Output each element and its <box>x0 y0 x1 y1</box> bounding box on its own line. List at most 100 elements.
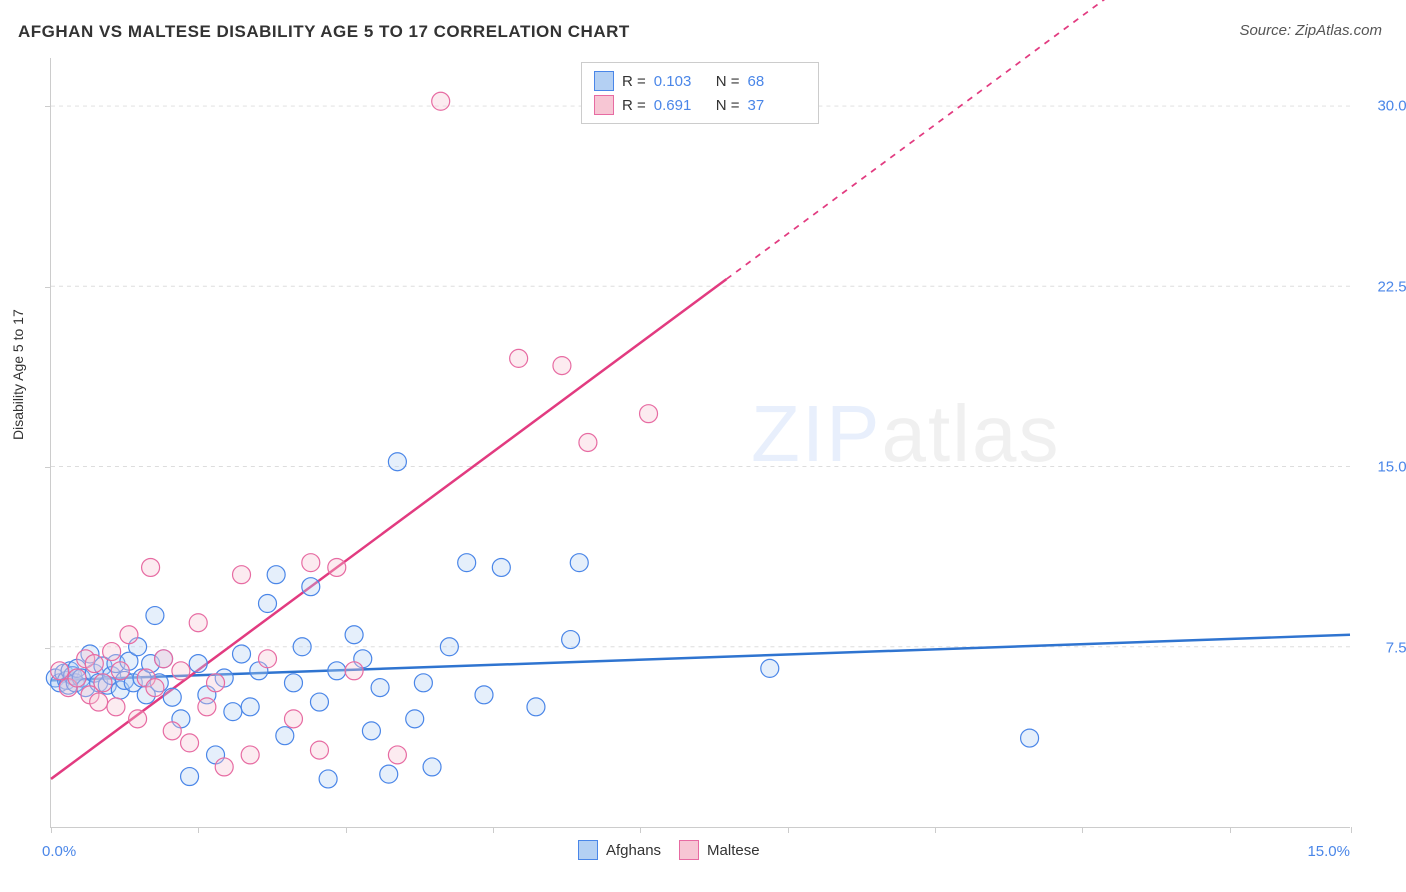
data-point <box>233 566 251 584</box>
data-point <box>1021 729 1039 747</box>
data-point <box>388 746 406 764</box>
data-point <box>90 693 108 711</box>
plot-area: ZIPatlas R = 0.103 N = 68 R = 0.691 N = … <box>50 58 1350 828</box>
data-point <box>129 710 147 728</box>
data-point <box>94 674 112 692</box>
data-point <box>423 758 441 776</box>
data-point <box>107 698 125 716</box>
y-axis-label: Disability Age 5 to 17 <box>10 309 26 440</box>
data-point <box>68 669 86 687</box>
data-point <box>761 659 779 677</box>
data-point <box>579 434 597 452</box>
legend-label-maltese: Maltese <box>707 842 760 859</box>
x-tick <box>1230 827 1231 833</box>
data-point <box>267 566 285 584</box>
data-point <box>276 727 294 745</box>
data-point <box>432 92 450 110</box>
data-point <box>380 765 398 783</box>
data-point <box>388 453 406 471</box>
data-point <box>181 734 199 752</box>
legend-label-afghans: Afghans <box>606 842 661 859</box>
y-tick-label: 22.5% <box>1360 278 1406 295</box>
data-point <box>189 655 207 673</box>
data-point <box>345 662 363 680</box>
plot-svg <box>51 58 1350 827</box>
x-axis-max-label: 15.0% <box>1307 843 1350 860</box>
swatch-afghans-icon <box>578 840 598 860</box>
data-point <box>406 710 424 728</box>
data-point <box>146 679 164 697</box>
data-point <box>155 650 173 668</box>
data-point <box>189 614 207 632</box>
legend-row-maltese: R = 0.691 N = 37 <box>594 93 802 117</box>
data-point <box>181 768 199 786</box>
gridlines <box>51 106 1350 647</box>
x-tick <box>1351 827 1352 833</box>
data-point <box>440 638 458 656</box>
data-point <box>371 679 389 697</box>
r-value-maltese: 0.691 <box>654 97 708 114</box>
data-point <box>198 698 216 716</box>
data-point <box>328 558 346 576</box>
data-point <box>553 357 571 375</box>
y-tick-label: 7.5% <box>1360 639 1406 656</box>
data-point <box>85 655 103 673</box>
data-point <box>207 674 225 692</box>
data-point <box>414 674 432 692</box>
n-prefix: N = <box>716 73 740 90</box>
data-point <box>458 554 476 572</box>
data-point <box>146 607 164 625</box>
data-point <box>241 746 259 764</box>
legend-row-afghans: R = 0.103 N = 68 <box>594 69 802 93</box>
n-value-afghans: 68 <box>748 73 802 90</box>
data-point <box>302 554 320 572</box>
data-point <box>527 698 545 716</box>
data-point <box>310 741 328 759</box>
data-point <box>302 578 320 596</box>
x-tick <box>198 827 199 833</box>
legend-stats: R = 0.103 N = 68 R = 0.691 N = 37 <box>581 62 819 124</box>
x-tick <box>51 827 52 833</box>
swatch-afghans <box>594 71 614 91</box>
data-point <box>293 638 311 656</box>
y-tick-label: 30.0% <box>1360 98 1406 115</box>
data-point <box>259 595 277 613</box>
data-point <box>259 650 277 668</box>
x-tick <box>935 827 936 833</box>
data-point <box>284 710 302 728</box>
data-point <box>475 686 493 704</box>
data-point <box>172 662 190 680</box>
data-point <box>103 643 121 661</box>
data-point <box>562 631 580 649</box>
data-point <box>640 405 658 423</box>
data-point <box>163 722 181 740</box>
chart-title: AFGHAN VS MALTESE DISABILITY AGE 5 TO 17… <box>18 22 630 42</box>
source-credit: Source: ZipAtlas.com <box>1239 22 1382 39</box>
x-tick <box>640 827 641 833</box>
data-point <box>224 703 242 721</box>
data-point <box>328 662 346 680</box>
data-point <box>492 558 510 576</box>
legend-item-afghans: Afghans <box>578 840 661 860</box>
data-point <box>215 758 233 776</box>
x-tick <box>788 827 789 833</box>
data-point <box>570 554 588 572</box>
n-value-maltese: 37 <box>748 97 802 114</box>
data-point <box>142 558 160 576</box>
y-tick-label: 15.0% <box>1360 459 1406 476</box>
legend-bottom: Afghans Maltese <box>578 840 760 860</box>
r-prefix: R = <box>622 73 646 90</box>
data-point <box>310 693 328 711</box>
data-point <box>319 770 337 788</box>
x-tick <box>493 827 494 833</box>
data-point <box>241 698 259 716</box>
data-point <box>284 674 302 692</box>
data-point <box>163 688 181 706</box>
data-point <box>111 662 129 680</box>
data-point <box>362 722 380 740</box>
x-axis-min-label: 0.0% <box>42 843 76 860</box>
data-point <box>51 662 69 680</box>
n-prefix: N = <box>716 97 740 114</box>
data-point <box>510 349 528 367</box>
legend-item-maltese: Maltese <box>679 840 760 860</box>
